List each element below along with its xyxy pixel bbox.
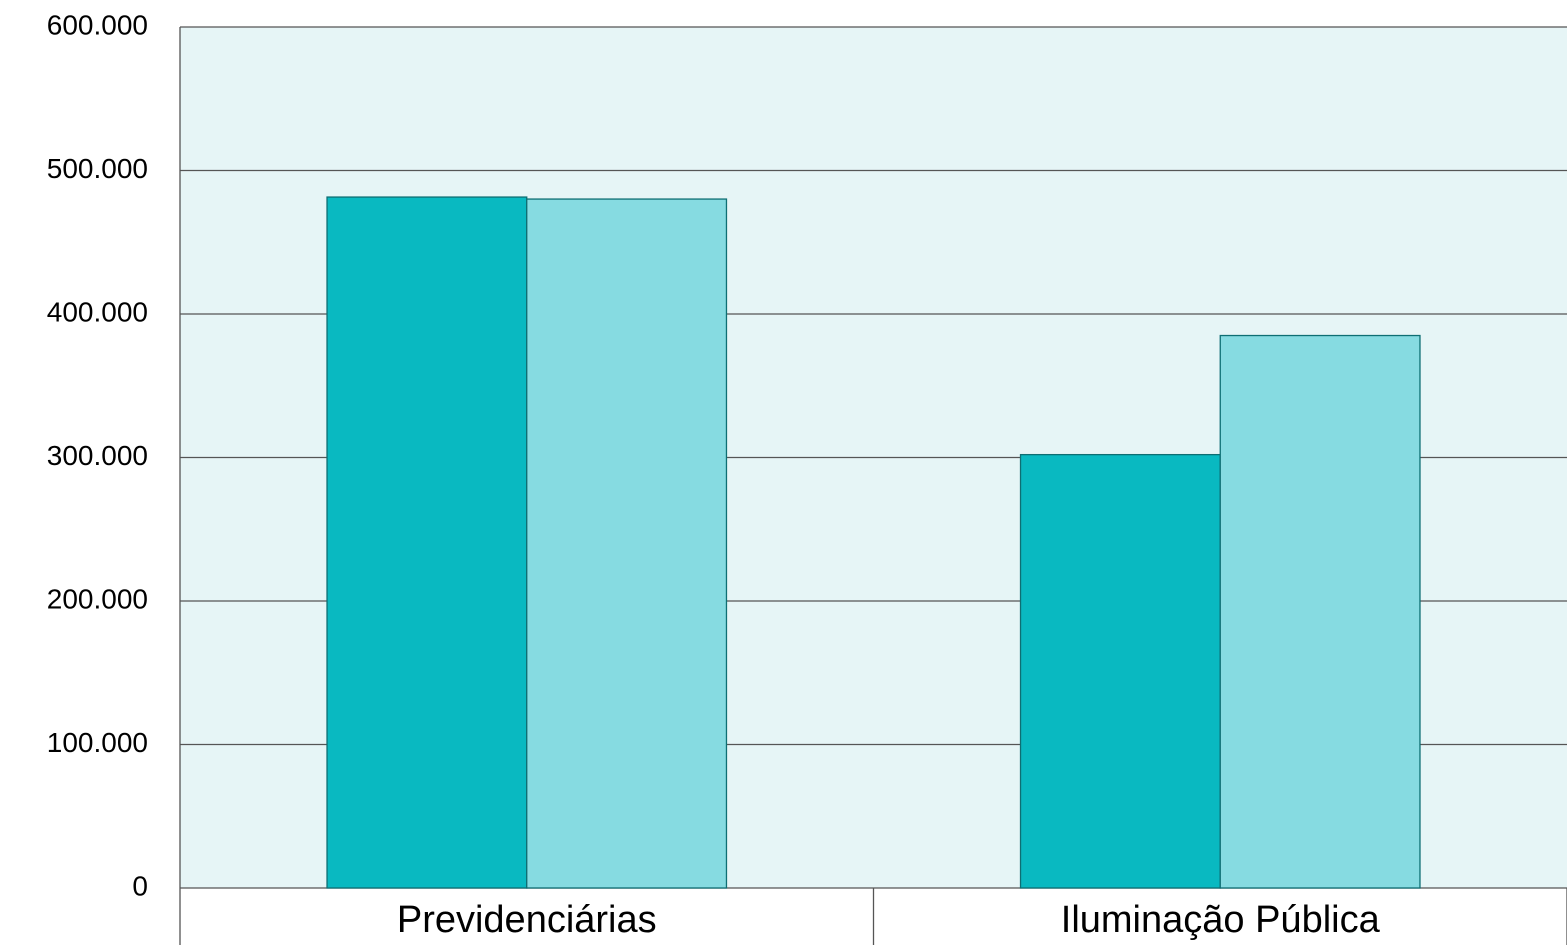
- bar: [526, 198, 728, 889]
- y-tick-label: 300.000: [47, 440, 148, 471]
- bar: [326, 196, 528, 889]
- y-tick-label: 200.000: [47, 583, 148, 614]
- y-tick-label: 500.000: [47, 153, 148, 184]
- y-tick-label: 100.000: [47, 727, 148, 758]
- y-tick-label: 600.000: [47, 9, 148, 40]
- x-tick-label: Previdenciárias: [397, 899, 657, 941]
- y-tick-label: 400.000: [47, 296, 148, 327]
- bar: [1219, 334, 1421, 889]
- x-tick-label: Iluminação Pública: [1061, 899, 1381, 941]
- bar: [1019, 453, 1221, 889]
- y-tick-label: 0: [132, 870, 148, 901]
